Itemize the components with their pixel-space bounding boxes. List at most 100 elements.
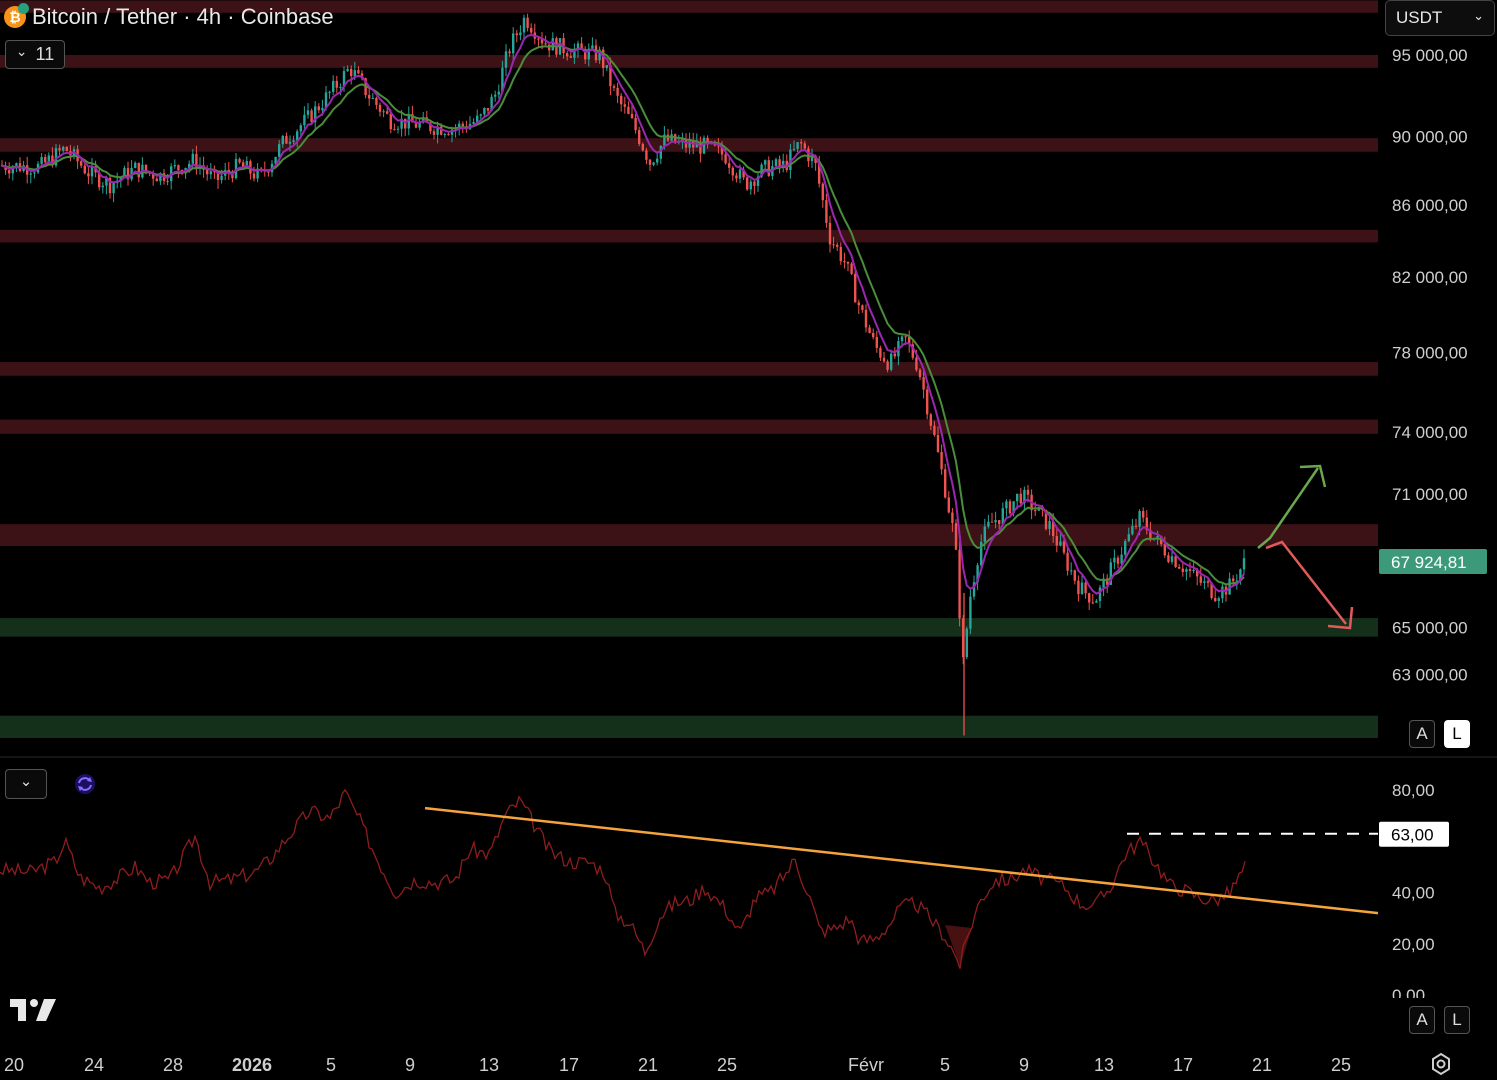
- price-tick-label: 63 000,00: [1392, 665, 1468, 684]
- candle-down: [87, 173, 90, 177]
- candle-up: [418, 122, 421, 128]
- candle-up: [476, 115, 479, 123]
- candle-down: [108, 178, 112, 194]
- candle-up: [490, 96, 493, 111]
- candle-down: [717, 145, 720, 147]
- candle-up: [483, 107, 486, 115]
- candle-down: [1073, 570, 1076, 581]
- candle-down: [1174, 556, 1177, 567]
- candle-up: [1109, 562, 1112, 585]
- rsi-log-scale-button[interactable]: L: [1444, 1006, 1470, 1034]
- candle-down: [414, 122, 418, 128]
- candle-down: [922, 377, 925, 390]
- candle-down: [1145, 517, 1148, 530]
- candle-down: [1091, 602, 1094, 604]
- settings-gear-icon[interactable]: [1429, 1052, 1453, 1076]
- candle-up: [134, 162, 137, 168]
- candle-down: [753, 181, 756, 186]
- candle-down: [486, 107, 490, 111]
- candle-down: [735, 175, 738, 179]
- candle-down: [868, 327, 871, 333]
- resistance-zone: [0, 362, 1378, 376]
- candle-up: [339, 86, 342, 88]
- candle-down: [1066, 552, 1069, 571]
- candle-down: [515, 33, 518, 36]
- rsi-collapse-button[interactable]: ⌄: [5, 769, 47, 799]
- candle-up: [1185, 569, 1188, 572]
- symbol-title[interactable]: Bitcoin / Tether · 4h · Coinbase: [32, 4, 334, 29]
- chevron-down-icon: ⌄: [19, 772, 33, 790]
- candle-up: [522, 17, 526, 33]
- candle-down: [627, 106, 630, 114]
- time-tick-label: 28: [163, 1055, 183, 1075]
- candle-down: [285, 135, 288, 144]
- candle-up: [436, 126, 439, 135]
- candle-down: [1008, 501, 1012, 514]
- candle-down: [857, 302, 860, 306]
- candle-up: [33, 172, 36, 174]
- candle-up: [764, 160, 767, 165]
- candle-down: [429, 122, 432, 132]
- candle-up: [11, 167, 14, 174]
- candle-up: [598, 49, 601, 61]
- candle-up: [306, 110, 310, 115]
- candle-down: [389, 113, 392, 130]
- time-tick-label: Févr: [848, 1055, 884, 1075]
- candle-up: [497, 91, 500, 95]
- candle-up: [296, 131, 299, 141]
- candle-down: [432, 131, 436, 135]
- candle-up: [652, 162, 655, 165]
- candle-down: [65, 146, 68, 152]
- auto-scale-button[interactable]: A: [1409, 720, 1435, 748]
- candle-up: [980, 541, 983, 566]
- candle-down: [767, 160, 770, 176]
- candle-down: [177, 165, 180, 171]
- candle-down: [216, 171, 220, 180]
- candle-down: [411, 114, 414, 123]
- candle-down: [137, 162, 140, 178]
- price-tick-label: 78 000,00: [1392, 343, 1468, 362]
- time-tick-label: 21: [1252, 1055, 1272, 1075]
- candle-down: [1088, 593, 1091, 603]
- candle-down: [566, 53, 569, 57]
- candle-up: [324, 92, 328, 109]
- candle-down: [933, 425, 936, 436]
- indicators-toggle-button[interactable]: ⌄ 11: [5, 40, 65, 69]
- log-scale-button[interactable]: L: [1444, 720, 1470, 748]
- candle-up: [458, 123, 461, 129]
- candle-up: [292, 140, 295, 142]
- candle-down: [638, 130, 641, 144]
- candle-down: [83, 165, 86, 174]
- candle-up: [454, 128, 457, 130]
- rsi-auto-scale-button[interactable]: A: [1409, 1006, 1435, 1034]
- candle-down: [1178, 566, 1181, 569]
- candle-up: [792, 148, 796, 150]
- candle-down: [1026, 489, 1030, 495]
- candle-down: [144, 164, 148, 172]
- resistance-zone: [0, 524, 1378, 547]
- candle-down: [447, 133, 450, 135]
- candle-down: [378, 104, 382, 112]
- candle-down: [537, 38, 540, 40]
- candle-up: [47, 155, 50, 163]
- candle-down: [854, 273, 857, 303]
- resistance-zone: [0, 55, 1378, 68]
- candle-up: [278, 144, 281, 157]
- candle-up: [328, 91, 331, 93]
- candle-up: [371, 98, 374, 100]
- candle-down: [699, 142, 702, 154]
- candle-up: [749, 181, 752, 190]
- sync-icon[interactable]: [74, 773, 96, 795]
- candle-down: [940, 452, 943, 470]
- candle-up: [576, 43, 580, 50]
- currency-select[interactable]: USDT ⌄: [1385, 0, 1495, 36]
- candle-down: [746, 177, 749, 190]
- candle-down: [1199, 576, 1202, 583]
- candle-down: [1163, 544, 1166, 556]
- candle-down: [850, 263, 853, 274]
- time-tick-label: 5: [326, 1055, 336, 1075]
- candle-down: [962, 618, 965, 658]
- price-zones-layer: [0, 0, 1378, 738]
